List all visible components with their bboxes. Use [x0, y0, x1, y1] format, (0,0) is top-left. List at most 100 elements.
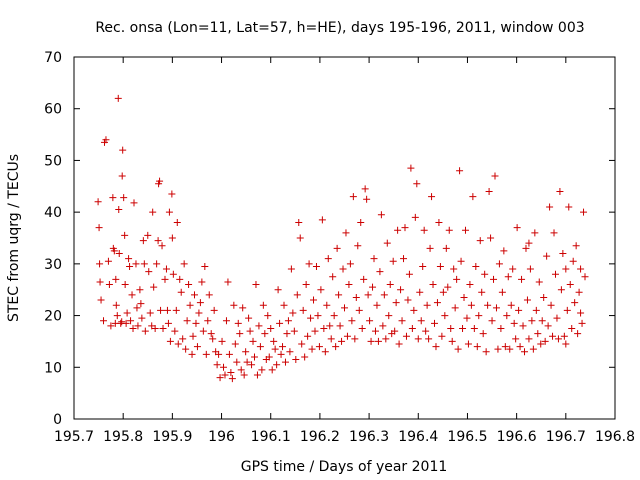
- data-point: [180, 260, 188, 268]
- data-point: [456, 167, 464, 175]
- data-point: [553, 314, 561, 322]
- data-point: [577, 265, 585, 273]
- data-point: [436, 262, 444, 270]
- data-point: [445, 226, 453, 234]
- data-point: [237, 366, 245, 374]
- data-point: [475, 312, 483, 320]
- x-tick-label: 196: [208, 429, 235, 445]
- data-point: [171, 327, 179, 335]
- y-tick-label: 20: [44, 309, 62, 325]
- data-point: [186, 301, 194, 309]
- data-point: [323, 301, 331, 309]
- data-point: [256, 343, 264, 351]
- data-point: [250, 353, 258, 361]
- data-point: [286, 348, 294, 356]
- data-point: [481, 270, 489, 278]
- chart-title: Rec. onsa (Lon=11, Lat=57, h=HE), days 1…: [95, 20, 584, 36]
- data-point: [351, 335, 359, 343]
- data-point: [577, 309, 585, 317]
- data-point: [504, 273, 512, 281]
- data-point: [578, 319, 586, 327]
- data-point: [402, 332, 410, 340]
- data-point: [333, 244, 341, 252]
- data-point: [119, 146, 127, 154]
- y-tick-label: 0: [53, 412, 62, 428]
- data-point: [361, 185, 369, 193]
- data-point: [490, 275, 498, 283]
- data-point: [526, 265, 534, 273]
- data-point: [150, 283, 158, 291]
- data-point: [122, 319, 130, 327]
- data-point: [310, 296, 318, 304]
- data-point: [134, 322, 142, 330]
- data-point: [423, 301, 431, 309]
- data-point: [138, 314, 146, 322]
- data-point: [484, 301, 492, 309]
- data-point: [102, 136, 110, 144]
- data-point: [391, 327, 399, 335]
- data-point: [95, 224, 103, 232]
- data-point: [161, 275, 169, 283]
- data-point: [236, 330, 244, 338]
- data-point: [470, 325, 478, 332]
- x-tick-label: 196.8: [595, 429, 635, 445]
- data-point: [324, 255, 332, 263]
- data-point: [571, 299, 579, 307]
- data-point: [196, 299, 204, 307]
- data-point: [408, 325, 416, 332]
- data-point: [519, 322, 527, 330]
- data-point: [296, 234, 304, 242]
- x-tick-label: 195.8: [103, 429, 143, 445]
- data-point: [367, 337, 375, 345]
- data-point: [454, 345, 462, 353]
- data-point: [433, 299, 441, 307]
- data-point: [447, 325, 455, 332]
- data-point: [218, 337, 226, 345]
- data-points: [94, 94, 589, 383]
- x-tick-label: 195.7: [54, 429, 94, 445]
- data-point: [467, 301, 475, 309]
- data-point: [259, 301, 267, 309]
- x-tick-label: 196.2: [300, 429, 340, 445]
- data-point: [531, 229, 539, 237]
- data-point: [371, 327, 379, 335]
- data-point: [515, 306, 523, 314]
- data-point: [105, 281, 113, 289]
- data-point: [510, 319, 518, 327]
- data-point: [560, 332, 568, 340]
- data-point: [549, 332, 557, 340]
- data-point: [271, 345, 279, 353]
- data-point: [312, 262, 320, 270]
- data-point: [392, 299, 400, 307]
- data-point: [299, 306, 307, 314]
- data-point: [355, 306, 363, 314]
- data-point: [162, 265, 170, 273]
- data-point: [414, 335, 422, 343]
- data-point: [448, 337, 456, 345]
- data-point: [482, 348, 490, 356]
- data-point: [220, 363, 228, 371]
- data-point: [404, 296, 412, 304]
- data-point: [461, 226, 469, 234]
- data-point: [221, 371, 229, 379]
- data-point: [283, 330, 291, 338]
- x-axis: 195.7 195.8 195.9 196 196.1 196.2 196.3 196.4 19…: [54, 57, 635, 445]
- data-point: [225, 350, 233, 358]
- data-point: [395, 340, 403, 348]
- data-point: [379, 322, 387, 330]
- data-point: [376, 268, 384, 276]
- data-point: [338, 337, 346, 345]
- data-point: [136, 286, 144, 294]
- data-point: [532, 306, 540, 314]
- data-point: [188, 350, 196, 358]
- x-tick-label: 196.7: [546, 429, 586, 445]
- data-point: [410, 306, 418, 314]
- data-point: [442, 244, 450, 252]
- data-point: [460, 293, 468, 301]
- data-point: [546, 203, 554, 211]
- data-point: [463, 314, 471, 322]
- data-point: [213, 361, 221, 369]
- data-point: [352, 293, 360, 301]
- data-point: [525, 239, 533, 247]
- data-point: [439, 288, 447, 296]
